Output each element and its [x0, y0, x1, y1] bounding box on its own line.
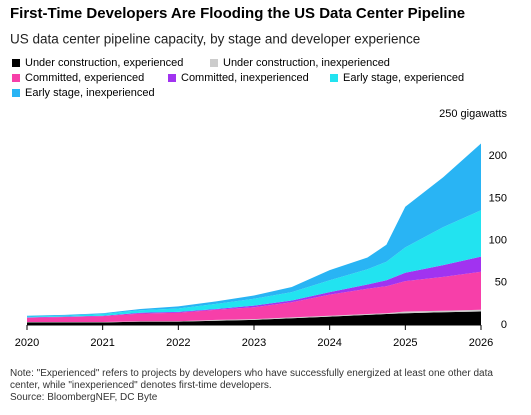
- x-tick-label: 2026: [469, 337, 493, 349]
- y-tick-label: 150: [489, 192, 507, 204]
- legend-swatch: [12, 89, 20, 97]
- legend-label: Under construction, experienced: [25, 57, 183, 69]
- x-tick-label: 2020: [15, 337, 39, 349]
- area: [27, 309, 481, 323]
- y-tick-label: 200: [489, 150, 507, 162]
- legend-swatch: [210, 59, 218, 67]
- legend-swatch: [12, 59, 20, 67]
- legend-label: Committed, inexperienced: [181, 72, 309, 84]
- legend-swatch: [330, 74, 338, 82]
- y-tick-label: 50: [495, 277, 507, 289]
- y-tick-label: 0: [501, 319, 507, 331]
- y-tick-label: 100: [489, 235, 507, 247]
- legend-label: Early stage, experienced: [343, 72, 464, 84]
- legend-swatch: [12, 74, 20, 82]
- y-tick-label: 250 gigawatts: [439, 108, 507, 120]
- x-tick-label: 2021: [90, 337, 114, 349]
- chart-subtitle: US data center pipeline capacity, by sta…: [10, 32, 420, 47]
- legend-label: Under construction, inexperienced: [223, 57, 390, 69]
- x-tick-label: 2024: [317, 337, 341, 349]
- chart-title: First-Time Developers Are Flooding the U…: [10, 5, 465, 22]
- footnote: Note: "Experienced" refers to projects b…: [10, 368, 520, 404]
- area: [27, 311, 481, 325]
- source: Source: BloombergNEF, DC Byte: [10, 392, 158, 403]
- legend-label: Early stage, inexperienced: [25, 87, 155, 99]
- x-tick-label: 2022: [166, 337, 190, 349]
- legend-label: Committed, experienced: [25, 72, 144, 84]
- area: [27, 271, 481, 322]
- area: [27, 210, 481, 318]
- x-tick-label: 2025: [393, 337, 417, 349]
- note: Note: "Experienced" refers to projects b…: [10, 368, 493, 391]
- legend-swatch: [168, 74, 176, 82]
- x-tick-label: 2023: [242, 337, 266, 349]
